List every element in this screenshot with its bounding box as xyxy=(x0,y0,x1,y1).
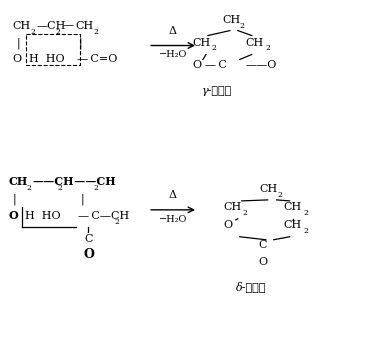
Text: CH: CH xyxy=(222,15,240,25)
Text: CH: CH xyxy=(246,38,264,48)
Text: CH: CH xyxy=(192,38,210,48)
Text: −H₂O: −H₂O xyxy=(159,50,187,60)
Text: O: O xyxy=(9,210,19,221)
Text: CH: CH xyxy=(283,202,302,212)
Text: H  HO: H HO xyxy=(28,54,64,64)
Text: — C: — C xyxy=(205,61,227,70)
Text: ——CH: ——CH xyxy=(33,176,74,187)
Text: O: O xyxy=(259,256,268,267)
Text: 2: 2 xyxy=(114,218,119,226)
Text: 2: 2 xyxy=(278,191,283,199)
Text: CH: CH xyxy=(260,184,278,194)
Text: O: O xyxy=(83,248,94,261)
Text: Δ: Δ xyxy=(169,25,177,35)
Text: ——CH: ——CH xyxy=(63,176,116,187)
Text: γ-丁内酯: γ-丁内酯 xyxy=(202,86,232,96)
Text: −H₂O: −H₂O xyxy=(159,215,187,224)
Text: 2: 2 xyxy=(212,45,217,53)
Text: 2: 2 xyxy=(93,27,98,35)
Text: |: | xyxy=(17,38,20,49)
Text: H  HO: H HO xyxy=(25,211,60,221)
Bar xyxy=(26,33,80,65)
Text: C: C xyxy=(259,240,267,250)
Text: —: — xyxy=(63,21,74,31)
Text: CH: CH xyxy=(75,21,94,31)
Text: 2: 2 xyxy=(93,184,98,192)
Text: 2: 2 xyxy=(243,209,248,217)
Text: 2: 2 xyxy=(27,184,31,192)
Text: |: | xyxy=(13,194,16,205)
Text: CH: CH xyxy=(283,220,302,230)
Text: O: O xyxy=(192,61,201,70)
Text: ——O: ——O xyxy=(246,61,277,70)
Text: C: C xyxy=(85,234,93,244)
Text: — C—CH: — C—CH xyxy=(78,211,130,221)
Text: 2: 2 xyxy=(304,209,309,217)
Text: CH: CH xyxy=(9,176,28,187)
Text: O: O xyxy=(223,220,232,230)
Text: 2: 2 xyxy=(31,27,36,35)
Text: |: | xyxy=(78,38,82,49)
Text: 2: 2 xyxy=(58,184,63,192)
Text: 2: 2 xyxy=(266,45,271,53)
Text: CH: CH xyxy=(223,202,241,212)
Text: 2: 2 xyxy=(240,22,245,30)
Text: 2: 2 xyxy=(55,27,60,35)
Text: |: | xyxy=(80,194,84,205)
Text: —CH: —CH xyxy=(36,21,66,31)
Text: O: O xyxy=(13,54,22,64)
Text: δ-戊内酯: δ-戊内酯 xyxy=(236,280,266,292)
Text: — C=O: — C=O xyxy=(77,54,118,64)
Text: 2: 2 xyxy=(304,227,309,235)
Text: CH: CH xyxy=(13,21,31,31)
Text: Δ: Δ xyxy=(169,190,177,200)
